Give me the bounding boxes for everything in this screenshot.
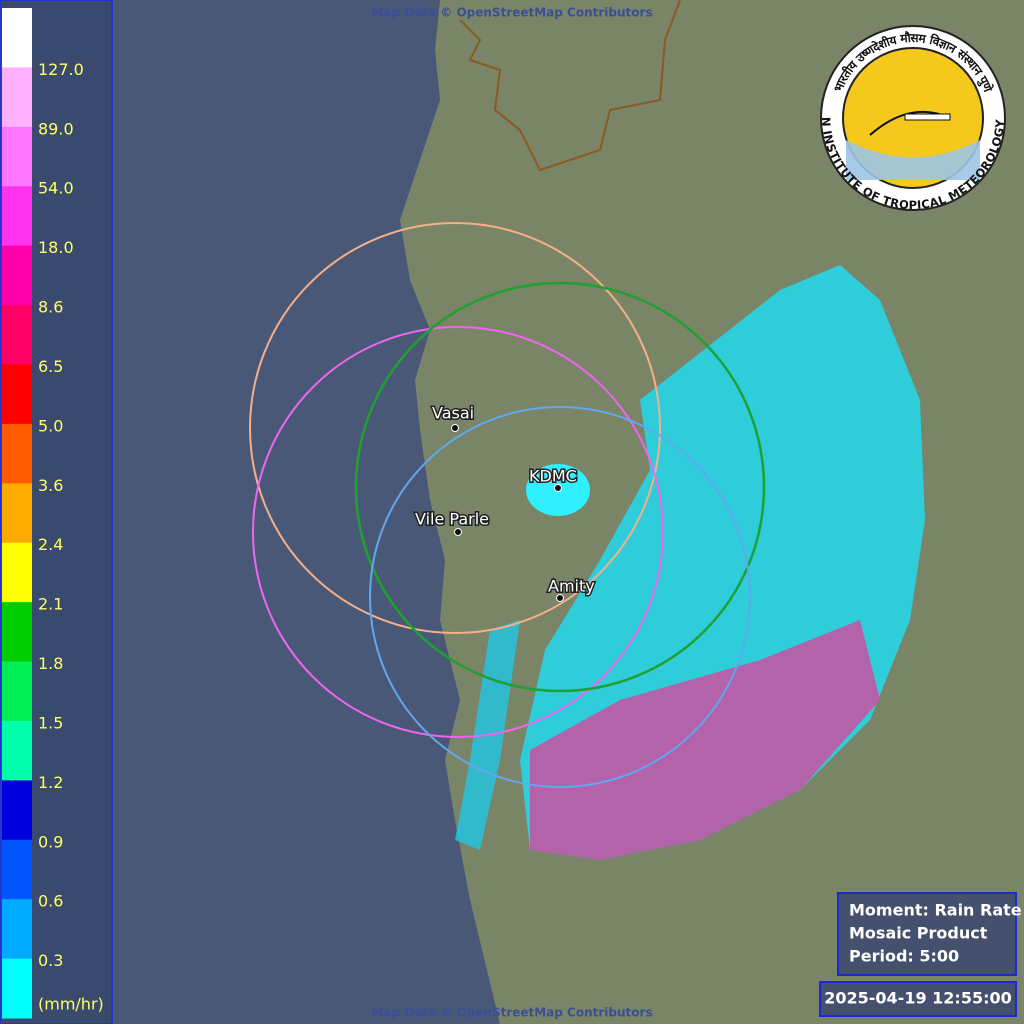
info-line: Moment: Rain Rate	[849, 901, 1022, 920]
logo-arrow	[904, 113, 951, 121]
legend-label: 6.5	[38, 357, 63, 376]
legend-swatch	[2, 245, 32, 306]
legend: 127.0 89.0 54.0 18.0 8.6 6.5 5.0 3.6 2.4 2.1 1.8 1.…	[2, 8, 104, 1019]
range-ring	[369, 406, 751, 788]
legend-swatch	[2, 364, 32, 425]
legend-swatch	[2, 839, 32, 900]
legend-label: 1.2	[38, 773, 63, 792]
station-label: Vasai	[432, 404, 474, 423]
legend-label: 0.6	[38, 892, 63, 911]
legend-unit: (mm/hr)	[38, 995, 104, 1014]
legend-label: 1.5	[38, 713, 63, 732]
station-label: KDMC	[529, 467, 577, 486]
station-dot	[451, 424, 459, 432]
station-dot	[554, 484, 562, 492]
legend-label: 5.0	[38, 416, 63, 435]
legend-label: 2.4	[38, 535, 63, 554]
legend-label: 1.8	[38, 654, 63, 673]
range-ring	[249, 222, 661, 634]
legend-swatch	[2, 67, 32, 128]
legend-label: 127.0	[38, 60, 84, 79]
legend-label: 89.0	[38, 119, 74, 138]
legend-label: 3.6	[38, 476, 63, 495]
legend-swatch	[2, 661, 32, 722]
legend-swatch	[2, 423, 32, 484]
legend-swatch	[2, 602, 32, 663]
attribution: Map Data © OpenStreetMap Contributors	[371, 1006, 652, 1020]
legend-label: 0.9	[38, 832, 63, 851]
station-label: Amity	[548, 577, 595, 596]
legend-swatch	[2, 483, 32, 544]
legend-swatch	[2, 305, 32, 365]
legend-swatch	[2, 542, 32, 603]
legend-swatch	[2, 186, 32, 247]
stations: Vasai KDMC Vile Parle Amity	[414, 402, 596, 602]
station-dot	[556, 594, 564, 602]
echo-heavy	[530, 620, 880, 860]
legend-label: 54.0	[38, 179, 74, 198]
info-box	[837, 892, 1017, 976]
legend-swatch	[2, 899, 32, 960]
station-dot	[454, 528, 462, 536]
legend-label: 8.6	[38, 298, 63, 317]
info-line: Mosaic Product	[849, 924, 988, 943]
range-ring	[354, 281, 766, 693]
attribution: Map Data © OpenStreetMap Contributors	[371, 6, 652, 20]
legend-label: 0.3	[38, 951, 63, 970]
legend-label: 18.0	[38, 238, 74, 257]
legend-swatch	[2, 720, 32, 781]
timestamp-box	[819, 981, 1017, 1017]
legend-swatch	[2, 8, 32, 68]
info-line: Period: 5:00	[849, 947, 959, 966]
logo-sea	[846, 140, 980, 180]
info: Moment: Rain Rate Mosaic Product Period: 5…	[849, 901, 1022, 966]
timestamp: 2025-04-19 12:55:00	[824, 989, 1012, 1008]
border	[459, 0, 681, 172]
legend-swatch	[2, 780, 32, 841]
legend-label: 2.1	[38, 595, 63, 614]
station-label: Vile Parle	[415, 510, 489, 529]
legend-swatch	[2, 126, 32, 187]
legend-swatch	[2, 958, 32, 1019]
range-ring	[252, 326, 664, 738]
